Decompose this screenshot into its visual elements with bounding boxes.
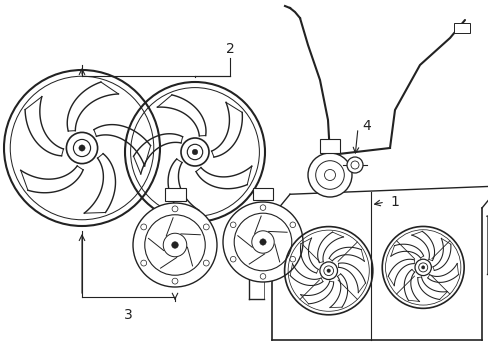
Circle shape: [230, 222, 236, 228]
Bar: [319, 139, 339, 153]
Circle shape: [171, 242, 178, 248]
Circle shape: [289, 222, 295, 228]
Circle shape: [259, 239, 265, 245]
Circle shape: [260, 205, 265, 210]
Text: 2: 2: [225, 42, 234, 56]
Text: 1: 1: [389, 195, 398, 209]
Circle shape: [346, 157, 362, 173]
Circle shape: [141, 260, 146, 266]
Circle shape: [260, 274, 265, 279]
Circle shape: [79, 145, 85, 151]
Text: 3: 3: [123, 308, 132, 322]
Circle shape: [223, 202, 303, 282]
Text: 4: 4: [361, 119, 370, 133]
Circle shape: [192, 149, 197, 155]
Circle shape: [172, 206, 178, 212]
Circle shape: [230, 256, 236, 262]
Circle shape: [326, 269, 330, 273]
Circle shape: [133, 203, 217, 287]
Circle shape: [203, 224, 209, 230]
Bar: [453, 23, 469, 33]
Circle shape: [203, 260, 209, 266]
Bar: [252, 188, 272, 200]
Circle shape: [421, 266, 424, 269]
Bar: [164, 188, 185, 201]
Circle shape: [289, 256, 295, 262]
Circle shape: [172, 278, 178, 284]
Circle shape: [307, 153, 351, 197]
Circle shape: [141, 224, 146, 230]
